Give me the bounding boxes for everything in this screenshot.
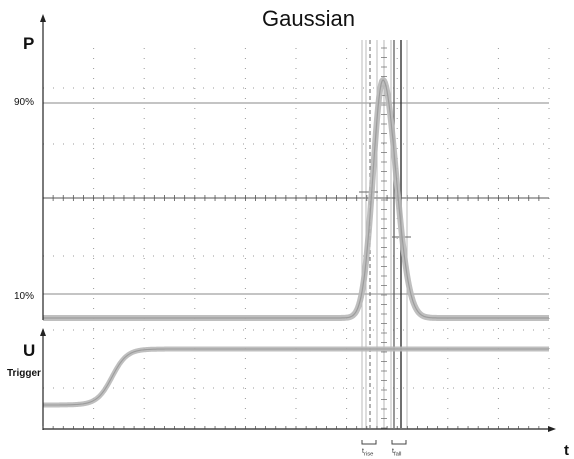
axes xyxy=(40,14,556,432)
trigger-trace-core xyxy=(43,348,549,406)
diagram-title: Gaussian xyxy=(262,6,355,31)
fall-time-subscript: fall xyxy=(393,451,402,458)
power-axis-arrow xyxy=(40,14,46,22)
level-lines xyxy=(43,102,549,295)
grid xyxy=(42,40,550,429)
trigger-label: Trigger xyxy=(7,368,41,379)
fall-time-marker: tfall xyxy=(392,448,401,457)
rise-bracket xyxy=(361,440,377,445)
gaussian-pulse-core xyxy=(43,79,549,319)
rise-time-marker: trise xyxy=(362,448,373,457)
time-axis-arrow xyxy=(548,426,556,432)
fall-time-symbol: t xyxy=(392,448,394,455)
rise-time-symbol: t xyxy=(362,448,364,455)
level-90-label: 90% xyxy=(14,97,35,108)
fall-bracket xyxy=(391,440,407,445)
voltage-axis-label: U xyxy=(23,341,36,360)
trigger-trace xyxy=(41,346,551,408)
level-10-label: 10% xyxy=(14,291,35,302)
signal-traces xyxy=(41,77,551,408)
time-axis-label: t xyxy=(564,442,569,459)
rise-time-subscript: rise xyxy=(363,451,374,458)
power-axis-label: P xyxy=(23,34,35,53)
voltage-axis-arrow xyxy=(40,328,46,336)
